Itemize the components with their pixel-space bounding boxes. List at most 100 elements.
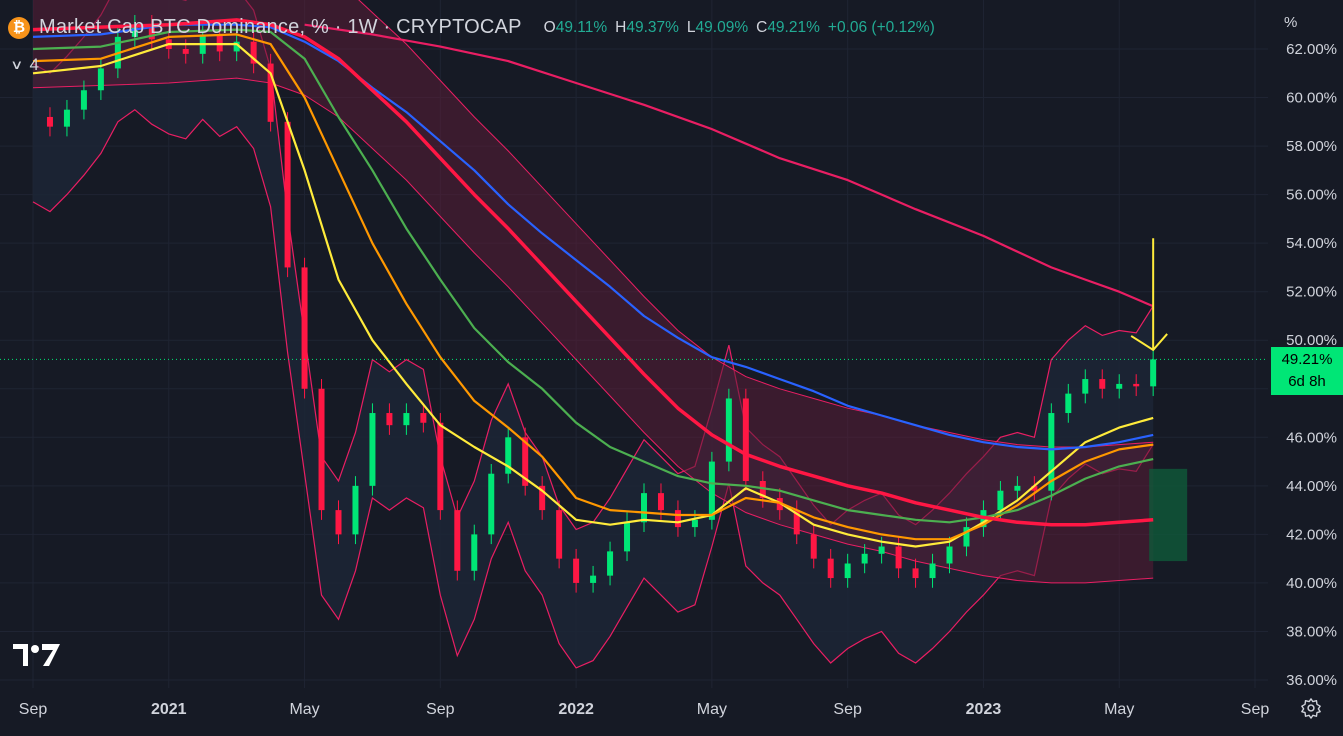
candle-up <box>861 553 868 564</box>
x-tick-label: May <box>289 701 319 718</box>
last-price-badge: 49.21% 6d 8h <box>1271 347 1343 395</box>
candle-up <box>1150 359 1157 387</box>
y-tick-label: 44.00% <box>1286 478 1337 495</box>
candle-up <box>624 522 631 552</box>
candle-down <box>1133 383 1140 387</box>
indicators-toggle[interactable]: ∨ 4 <box>10 55 39 75</box>
candle-down <box>318 388 325 511</box>
annotation-arrow-head <box>1130 333 1168 352</box>
x-tick-label: May <box>697 701 727 718</box>
ohlc-low: L49.09% <box>686 18 749 36</box>
bitcoin-icon[interactable]: ₿ <box>8 16 30 39</box>
moving-average-line-4 <box>32 18 1154 527</box>
candle-down <box>895 546 902 569</box>
candle-up <box>607 551 614 576</box>
x-tick-label: Sep <box>833 701 862 718</box>
candle-down <box>573 558 580 583</box>
y-tick-label: 60.00% <box>1286 90 1337 107</box>
last-price-value: 49.21% <box>1281 351 1333 368</box>
chevron-down-icon: ∨ <box>10 57 24 72</box>
symbol-title[interactable]: Market Cap BTC Dominance, % · 1W · CRYPT… <box>39 16 522 38</box>
candle-down <box>420 413 427 423</box>
y-tick-label: 36.00% <box>1286 672 1337 689</box>
x-tick-label: 2021 <box>151 701 187 718</box>
candle-up <box>844 563 851 579</box>
candle-up <box>963 527 970 547</box>
candle-up <box>641 493 647 523</box>
candle-up <box>725 398 732 462</box>
candle-down <box>46 116 53 127</box>
gear-icon[interactable] <box>1300 697 1322 719</box>
candle-up <box>878 546 885 554</box>
channel-lower-line <box>32 77 1154 584</box>
candle-down <box>539 485 546 511</box>
candle-down <box>759 480 766 498</box>
x-tick-label: Sep <box>1241 701 1270 718</box>
candle-down <box>250 41 257 64</box>
candle-down <box>386 413 393 426</box>
candle-up <box>369 413 376 486</box>
chart-header: ₿ Market Cap BTC Dominance, % · 1W · CRY… <box>8 16 935 39</box>
candle-down <box>284 121 291 268</box>
moving-average-line-5 <box>304 23 1154 308</box>
ohlc-close: C49.21% <box>756 18 820 36</box>
y-tick-label: 58.00% <box>1286 138 1337 155</box>
x-tick-label: 2023 <box>966 701 1002 718</box>
candle-down <box>810 534 817 559</box>
candle-down <box>556 510 563 559</box>
y-tick-label: 62.00% <box>1286 41 1337 58</box>
candle-up <box>1082 379 1089 394</box>
candle-up <box>80 90 87 110</box>
ohlc-high: H49.37% <box>615 18 679 36</box>
candle-up <box>1048 413 1055 491</box>
x-tick-label: Sep <box>426 701 455 718</box>
y-tick-label: 56.00% <box>1286 187 1337 204</box>
y-tick-label: 54.00% <box>1286 235 1337 252</box>
x-tick-label: May <box>1104 701 1134 718</box>
candle-down <box>301 267 308 389</box>
candle-up <box>1116 383 1123 389</box>
moving-average-line-3 <box>32 23 1154 451</box>
candle-up <box>505 437 512 474</box>
candle-up <box>1014 485 1021 491</box>
candle-up <box>233 41 240 52</box>
candle-down <box>1031 485 1038 491</box>
candle-up <box>403 413 410 426</box>
candle-up <box>352 485 359 535</box>
candle-up <box>97 68 104 91</box>
candle-down <box>793 510 800 535</box>
candle-up <box>708 461 715 520</box>
candle-up <box>946 546 953 564</box>
indicators-count: 4 <box>29 55 39 74</box>
candle-down <box>827 558 834 579</box>
candle-up <box>131 24 138 37</box>
candle-down <box>912 568 919 579</box>
projection-zone <box>1149 468 1188 562</box>
candle-down <box>522 437 529 486</box>
candle-down <box>674 510 681 528</box>
candle-up <box>929 563 936 579</box>
candle-down <box>182 49 189 54</box>
moving-average-line-1 <box>32 33 1154 541</box>
candle-up <box>691 519 698 528</box>
candle-down <box>216 34 223 52</box>
tradingview-logo-icon[interactable] <box>13 642 61 668</box>
y-tick-label: 42.00% <box>1286 526 1337 543</box>
bar-countdown: 6d 8h <box>1288 373 1326 390</box>
regression-channel <box>33 0 1154 583</box>
candle-up <box>471 534 478 571</box>
candle-down <box>742 398 749 481</box>
candle-down <box>454 510 461 571</box>
price-axis-unit[interactable]: % <box>1284 14 1298 31</box>
ohlc-values: O49.11% H49.37% L49.09% C49.21% +0.06 (+… <box>544 19 935 37</box>
y-tick-label: 46.00% <box>1286 429 1337 446</box>
candle-down <box>437 422 444 511</box>
candle-up <box>590 575 597 583</box>
candle-down <box>267 63 274 122</box>
y-tick-label: 38.00% <box>1286 623 1337 640</box>
ohlc-open: O49.11% <box>543 18 608 36</box>
candle-down <box>657 493 664 511</box>
candle-down <box>148 24 155 40</box>
candle-up <box>63 109 70 127</box>
